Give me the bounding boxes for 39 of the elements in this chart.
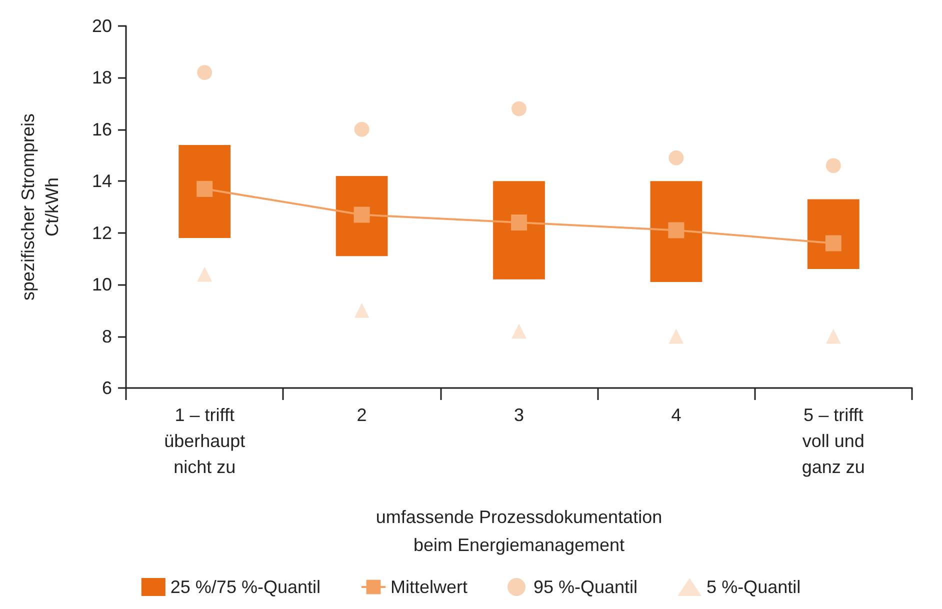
legend-label: 95 %-Quantil <box>534 577 638 597</box>
bar <box>336 176 388 256</box>
legend-label: 5 %-Quantil <box>706 577 801 597</box>
x-tick-label: 4 <box>671 405 682 425</box>
bar <box>178 144 231 238</box>
y-tick-label: 6 <box>102 378 112 398</box>
y-tick-label: 10 <box>92 274 112 295</box>
point <box>668 150 684 166</box>
x-tick-label: 2 <box>356 405 367 425</box>
point <box>668 222 684 238</box>
x-tick-label: 3 <box>514 405 524 425</box>
y-tick-label: 8 <box>102 326 112 346</box>
x-tick-label: 5 – trifft voll und ganz zu <box>802 405 865 477</box>
y-tick-label: 18 <box>92 68 112 88</box>
point <box>668 328 684 344</box>
point <box>511 214 527 231</box>
y-tick-label: 12 <box>92 222 112 243</box>
x-axis-title: umfassende Prozessdokumentation beim Energiemanagement <box>376 507 662 555</box>
bar <box>493 181 545 280</box>
point <box>512 101 526 116</box>
point <box>512 324 526 339</box>
bar <box>807 199 860 270</box>
bar <box>650 181 702 282</box>
y-tick-label: 20 <box>92 16 112 36</box>
x-tick-label: 1 – trifft überhaupt nicht zu <box>164 405 246 477</box>
point <box>826 328 841 344</box>
point <box>196 180 213 197</box>
point <box>354 122 370 137</box>
point <box>354 302 370 318</box>
y-tick-label: 14 <box>92 171 112 192</box>
legend-label: Mittelwert <box>390 577 468 597</box>
y-axis-title: spezifischer Strompreis Ct/kWh <box>18 113 62 301</box>
point <box>354 206 370 223</box>
point <box>197 65 212 80</box>
point <box>825 235 842 252</box>
point <box>197 266 212 282</box>
point <box>826 158 841 174</box>
legend-label: 25 %/75 %-Quantil <box>170 577 320 597</box>
y-tick-label: 16 <box>92 119 112 140</box>
